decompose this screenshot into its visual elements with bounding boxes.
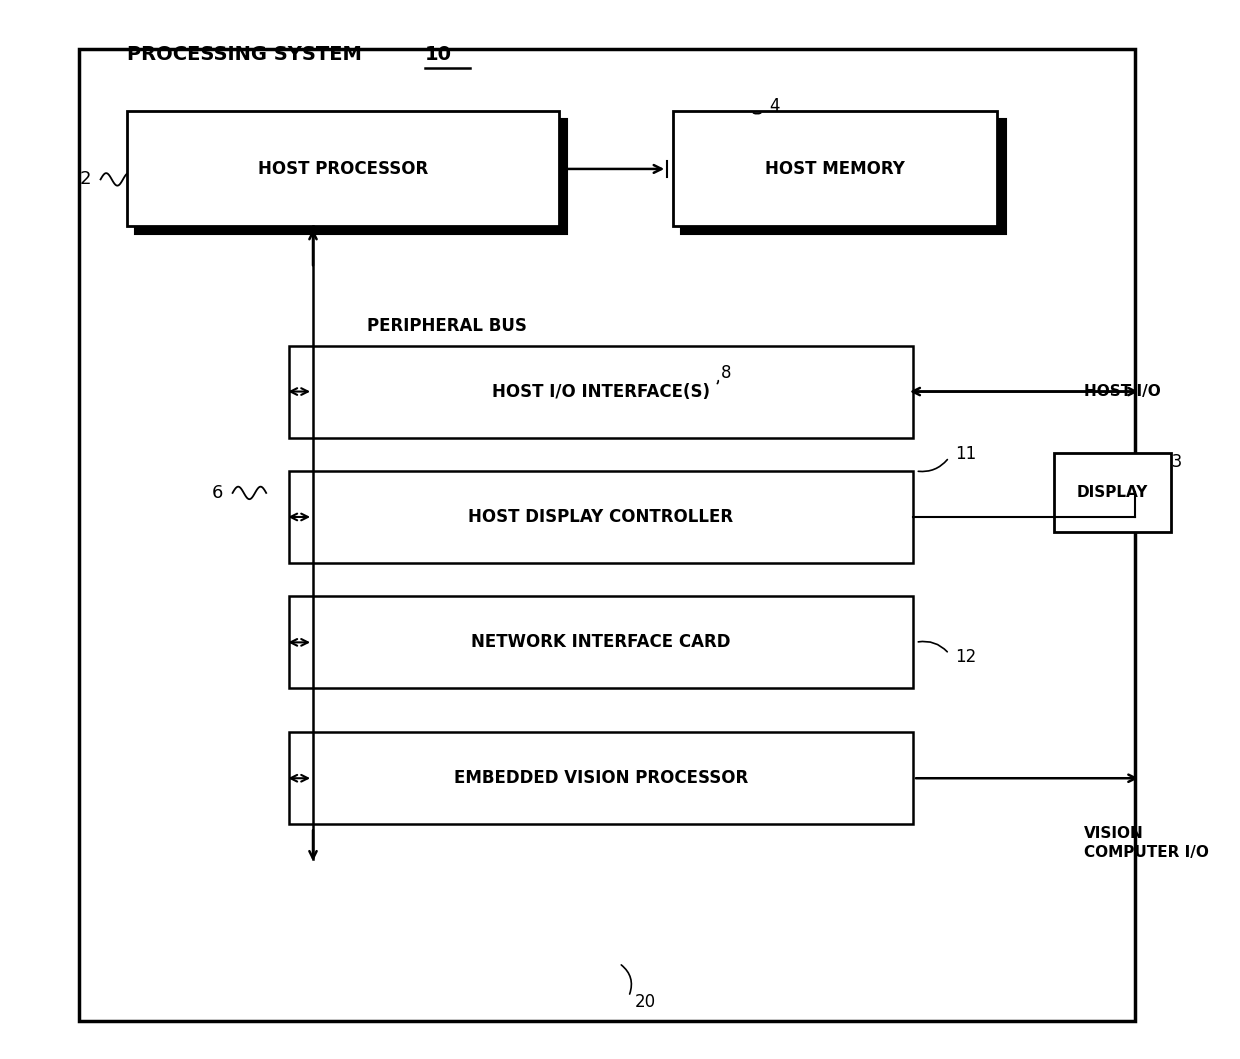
Text: 8: 8 xyxy=(722,363,732,381)
Text: 2: 2 xyxy=(79,170,91,189)
FancyBboxPatch shape xyxy=(682,119,1006,234)
FancyBboxPatch shape xyxy=(673,111,997,227)
Text: HOST PROCESSOR: HOST PROCESSOR xyxy=(258,160,428,178)
FancyBboxPatch shape xyxy=(126,111,559,227)
Text: 10: 10 xyxy=(424,46,451,65)
Text: 11: 11 xyxy=(955,445,976,463)
Text: DISPLAY: DISPLAY xyxy=(1076,485,1148,500)
FancyBboxPatch shape xyxy=(289,471,913,563)
Text: HOST I/O INTERFACE(S): HOST I/O INTERFACE(S) xyxy=(492,382,711,400)
Text: 12: 12 xyxy=(955,648,976,666)
FancyBboxPatch shape xyxy=(135,119,568,234)
FancyBboxPatch shape xyxy=(1054,453,1171,532)
Text: VISION
COMPUTER I/O: VISION COMPUTER I/O xyxy=(1084,826,1209,860)
Text: PROCESSING SYSTEM: PROCESSING SYSTEM xyxy=(126,46,376,65)
FancyBboxPatch shape xyxy=(289,596,913,688)
Text: HOST MEMORY: HOST MEMORY xyxy=(765,160,905,178)
Text: 13: 13 xyxy=(1162,452,1183,470)
FancyBboxPatch shape xyxy=(289,732,913,824)
Text: 4: 4 xyxy=(769,97,780,115)
Text: 20: 20 xyxy=(635,993,656,1011)
Text: 6: 6 xyxy=(211,484,223,502)
Text: NETWORK INTERFACE CARD: NETWORK INTERFACE CARD xyxy=(471,633,730,651)
FancyBboxPatch shape xyxy=(169,561,944,964)
FancyBboxPatch shape xyxy=(79,49,1135,1021)
Text: HOST I/O: HOST I/O xyxy=(1084,384,1161,399)
FancyBboxPatch shape xyxy=(289,345,913,437)
Text: PERIPHERAL BUS: PERIPHERAL BUS xyxy=(367,317,527,335)
Text: EMBEDDED VISION PROCESSOR: EMBEDDED VISION PROCESSOR xyxy=(454,769,748,787)
Text: HOST DISPLAY CONTROLLER: HOST DISPLAY CONTROLLER xyxy=(469,508,734,526)
